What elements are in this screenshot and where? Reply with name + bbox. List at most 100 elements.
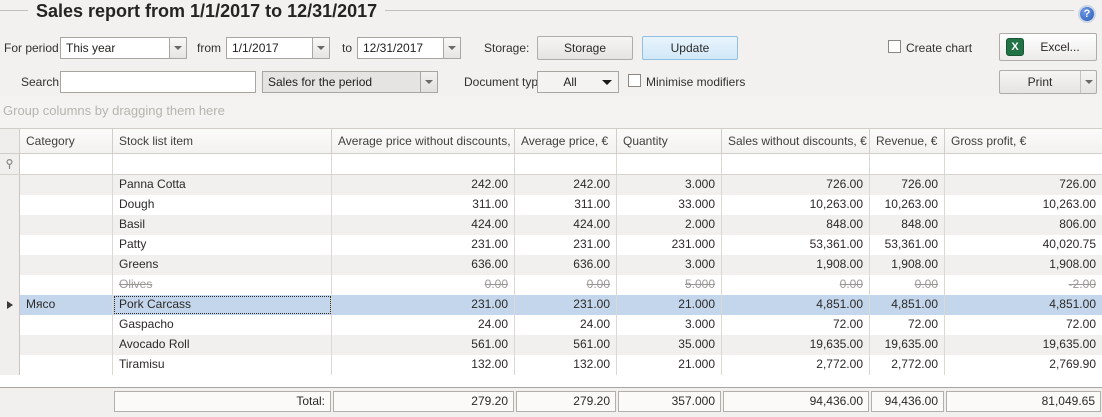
column-header-avg-price-no-discounts[interactable]: Average price without discounts, € — [332, 129, 515, 153]
cell-sales-no-discounts[interactable]: 726.00 — [722, 175, 870, 195]
cell-avg-price[interactable]: 242.00 — [515, 175, 617, 195]
filter-cell[interactable] — [332, 154, 515, 174]
cell-avg-price-no-discounts[interactable]: 0.00 — [332, 275, 515, 295]
create-chart-checkbox[interactable] — [888, 40, 901, 53]
cell-sales-no-discounts[interactable]: 1,908.00 — [722, 255, 870, 275]
cell-avg-price[interactable]: 311.00 — [515, 195, 617, 215]
cell-stock-list-item[interactable]: Olives — [113, 275, 332, 295]
cell-avg-price[interactable]: 231.00 — [515, 295, 617, 315]
filter-cell[interactable] — [722, 154, 870, 174]
column-header-revenue[interactable]: Revenue, € — [870, 129, 945, 153]
storage-button[interactable]: Storage — [537, 36, 633, 60]
cell-avg-price[interactable]: 561.00 — [515, 335, 617, 355]
cell-sales-no-discounts[interactable]: 19,635.00 — [722, 335, 870, 355]
cell-quantity[interactable]: 35.000 — [617, 335, 722, 355]
cell-avg-price-no-discounts[interactable]: 311.00 — [332, 195, 515, 215]
help-icon[interactable]: ? — [1078, 5, 1096, 23]
update-button[interactable]: Update — [642, 36, 738, 60]
cell-quantity[interactable]: 5.000 — [617, 275, 722, 295]
cell-gross-profit[interactable]: -2.00 — [1068, 277, 1096, 291]
print-button[interactable]: Print — [999, 70, 1097, 94]
table-row[interactable]: Panna Cotta 242.00 242.00 3.000 726.00 7… — [0, 175, 1102, 195]
from-date-picker[interactable]: 1/1/2017 — [226, 37, 330, 59]
cell-gross-profit[interactable]: 40,020.75 — [1042, 237, 1096, 251]
cell-avg-price-no-discounts[interactable]: 242.00 — [332, 175, 515, 195]
cell-avg-price-no-discounts[interactable]: 561.00 — [332, 335, 515, 355]
filter-cell[interactable] — [945, 154, 1102, 174]
table-row[interactable]: Dough 311.00 311.00 33.000 10,263.00 10,… — [0, 195, 1102, 215]
table-row[interactable]: Olives 0.00 0.00 5.000 0.00 0.00 -2.00 — [0, 275, 1102, 295]
cell-gross-profit[interactable]: 19,635.00 — [1042, 337, 1096, 351]
column-header-stock-list-item[interactable]: Stock list item — [113, 129, 332, 153]
cell-avg-price[interactable]: 132.00 — [515, 355, 617, 375]
cell-revenue[interactable]: 1,908.00 — [870, 255, 945, 275]
table-row[interactable]: Gaspacho 24.00 24.00 3.000 72.00 72.00 7… — [0, 315, 1102, 335]
cell-gross-profit[interactable]: 72.00 — [1065, 317, 1096, 331]
chevron-down-icon[interactable] — [443, 38, 460, 58]
cell-stock-list-item[interactable]: Tiramisu — [113, 355, 332, 375]
group-by-drop-zone[interactable]: Group columns by dragging them here — [0, 96, 1102, 128]
cell-sales-no-discounts[interactable]: 53,361.00 — [722, 235, 870, 255]
column-header-sales-no-discounts[interactable]: Sales without discounts, € — [722, 129, 870, 153]
cell-stock-list-item[interactable]: Avocado Roll — [113, 335, 332, 355]
cell-avg-price-no-discounts[interactable]: 24.00 — [332, 315, 515, 335]
table-row[interactable]: Patty 231.00 231.00 231.000 53,361.00 53… — [0, 235, 1102, 255]
filter-cell[interactable] — [617, 154, 722, 174]
cell-revenue[interactable]: 2,772.00 — [870, 355, 945, 375]
cell-category[interactable] — [20, 355, 113, 375]
cell-avg-price[interactable]: 24.00 — [515, 315, 617, 335]
cell-sales-no-discounts[interactable]: 4,851.00 — [722, 295, 870, 315]
cell-avg-price-no-discounts[interactable]: 231.00 — [332, 235, 515, 255]
cell-avg-price-no-discounts[interactable]: 132.00 — [332, 355, 515, 375]
cell-quantity[interactable]: 33.000 — [617, 195, 722, 215]
cell-gross-profit[interactable]: 4,851.00 — [1049, 297, 1096, 311]
table-row[interactable]: Basil 424.00 424.00 2.000 848.00 848.00 … — [0, 215, 1102, 235]
excel-button[interactable]: X Excel... — [999, 33, 1097, 61]
cell-avg-price[interactable]: 636.00 — [515, 255, 617, 275]
cell-gross-profit[interactable]: 10,263.00 — [1042, 197, 1096, 211]
cell-sales-no-discounts[interactable]: 72.00 — [722, 315, 870, 335]
cell-category[interactable] — [20, 315, 113, 335]
to-date-picker[interactable]: 12/31/2017 — [357, 37, 461, 59]
cell-sales-no-discounts[interactable]: 2,772.00 — [722, 355, 870, 375]
cell-avg-price-no-discounts[interactable]: 636.00 — [332, 255, 515, 275]
print-dropdown-arrow-icon[interactable] — [1080, 71, 1096, 93]
cell-revenue[interactable]: 72.00 — [870, 315, 945, 335]
cell-quantity[interactable]: 21.000 — [617, 295, 722, 315]
chevron-down-icon[interactable] — [420, 72, 437, 92]
cell-avg-price[interactable]: 231.00 — [515, 235, 617, 255]
document-types-dropdown[interactable]: All — [537, 71, 619, 93]
cell-stock-list-item[interactable]: Panna Cotta — [113, 175, 332, 195]
cell-revenue[interactable]: 4,851.00 — [870, 295, 945, 315]
cell-category[interactable] — [20, 195, 113, 215]
filter-cell[interactable] — [515, 154, 617, 174]
cell-category[interactable] — [20, 335, 113, 355]
cell-revenue[interactable]: 848.00 — [870, 215, 945, 235]
filter-cell[interactable] — [20, 154, 113, 174]
cell-sales-no-discounts[interactable]: 0.00 — [722, 275, 870, 295]
cell-stock-list-item[interactable]: Basil — [113, 215, 332, 235]
cell-revenue[interactable]: 53,361.00 — [870, 235, 945, 255]
cell-quantity[interactable]: 21.000 — [617, 355, 722, 375]
table-row[interactable]: Мясо Pork Carcass 231.00 231.00 21.000 4… — [0, 295, 1102, 315]
cell-gross-profit[interactable]: 806.00 — [1059, 217, 1096, 231]
cell-gross-profit[interactable]: 2,769.90 — [1049, 357, 1096, 371]
cell-revenue[interactable]: 10,263.00 — [870, 195, 945, 215]
cell-category[interactable] — [20, 175, 113, 195]
column-header-gross-profit[interactable]: Gross profit, € — [951, 134, 1027, 148]
cell-category[interactable] — [20, 215, 113, 235]
column-header-avg-price[interactable]: Average price, € — [515, 129, 617, 153]
cell-quantity[interactable]: 2.000 — [617, 215, 722, 235]
table-row[interactable]: Tiramisu 132.00 132.00 21.000 2,772.00 2… — [0, 355, 1102, 375]
cell-category[interactable]: Мясо — [20, 295, 113, 315]
cell-avg-price-no-discounts[interactable]: 424.00 — [332, 215, 515, 235]
cell-revenue[interactable]: 0.00 — [870, 275, 945, 295]
cell-gross-profit[interactable]: 726.00 — [1059, 177, 1096, 191]
cell-stock-list-item[interactable]: Greens — [113, 255, 332, 275]
filter-cell[interactable] — [113, 154, 332, 174]
column-header-quantity[interactable]: Quantity — [617, 129, 722, 153]
cell-category[interactable] — [20, 255, 113, 275]
chevron-down-icon[interactable] — [169, 38, 186, 58]
cell-quantity[interactable]: 231.000 — [617, 235, 722, 255]
cell-category[interactable] — [20, 235, 113, 255]
